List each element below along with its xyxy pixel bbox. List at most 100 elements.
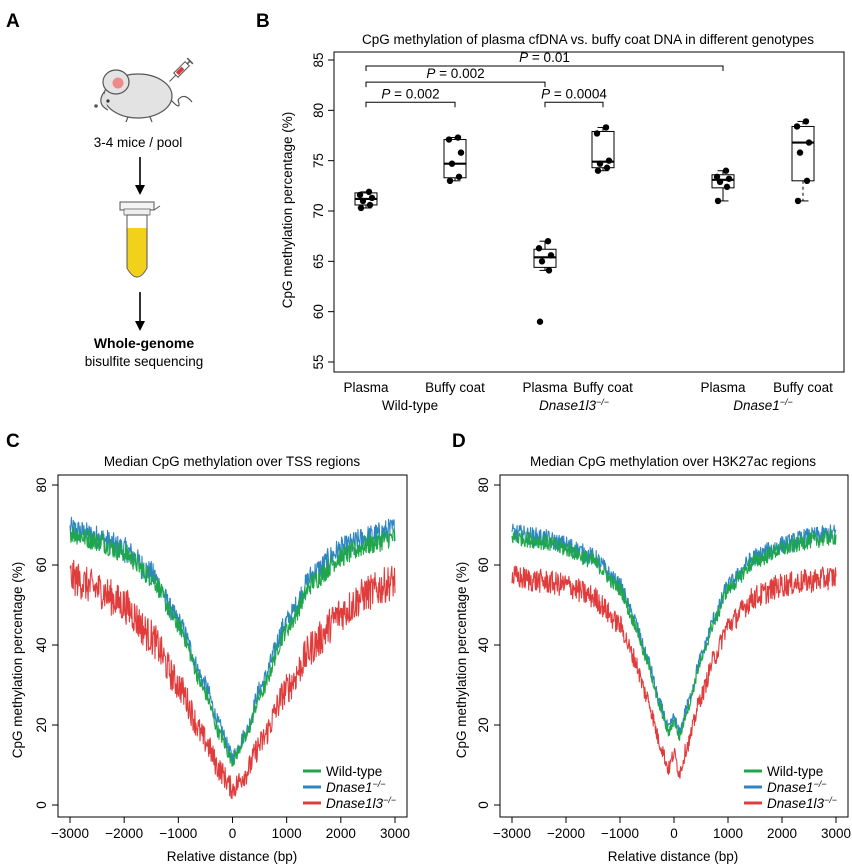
box-point: [716, 178, 724, 186]
chart-b-sample-label: Buffy coat: [773, 380, 833, 395]
chart-d-series-dnase1l3: [511, 565, 837, 779]
chart-b-ytick-label: 70: [311, 203, 326, 218]
chart-c-title: Median CpG methylation over TSS regions: [104, 454, 361, 469]
chart-b-sample-label: Buffy coat: [573, 380, 633, 395]
chart-d-xtick-label: 1000: [713, 826, 743, 841]
box-point: [368, 194, 376, 202]
chart-c-xtick-label: 3000: [380, 826, 410, 841]
box-point: [446, 177, 454, 184]
chart-c-xtick-label: 2000: [326, 826, 356, 841]
arrow-down-icon: [135, 157, 145, 195]
chart-c-xtick-label: −3000: [51, 826, 89, 841]
chart-d-series-line: [511, 523, 837, 736]
mice-per-pool-text: 3-4 mice / pool: [94, 135, 183, 150]
chart-d-xtick-label: 2000: [767, 826, 797, 841]
chart-b-ytick-label: 60: [311, 304, 326, 319]
box-point: [366, 201, 374, 209]
chart-b-sample-label: Buffy coat: [425, 380, 485, 395]
box-point: [793, 123, 801, 130]
box-point: [794, 197, 802, 205]
box-point: [725, 175, 733, 182]
chart-b-sample-label: Plasma: [343, 380, 389, 395]
comparison-pvalue: P = 0.0004: [541, 86, 607, 101]
box-point: [723, 183, 731, 191]
box-point: [365, 188, 373, 196]
chart-b-ylabel: CpG methylation percentage (%): [280, 112, 295, 309]
box-point: [535, 245, 543, 252]
chart-d-xtick-label: −1000: [601, 826, 639, 841]
box-point: [802, 118, 810, 125]
chart-d-title: Median CpG methylation over H3K27ac regi…: [530, 454, 816, 469]
chart-b-title: CpG methylation of plasma cfDNA vs. buff…: [362, 32, 814, 47]
chart-d-series-wild-type: [511, 529, 837, 742]
box-point: [536, 318, 544, 325]
chart-c-legend-label: Wild-type: [326, 764, 382, 779]
chart-c-xlabel: Relative distance (bp): [167, 849, 298, 864]
box-point: [714, 197, 722, 205]
panel-c: C Median CpG methylation over TSS region…: [6, 431, 410, 864]
chart-c-legend-label: Dnase1l3−/−: [326, 795, 396, 811]
chart-b-genotype-label: Dnase1−/−: [733, 397, 793, 413]
box-point: [359, 197, 367, 205]
comparison-pvalue: P = 0.002: [381, 86, 439, 101]
panel-b: B CpG methylation of plasma cfDNA vs. bu…: [256, 11, 845, 413]
box-point: [593, 130, 601, 137]
chart-c-series-wild-type: [69, 526, 396, 768]
chart-c-ytick-label: 20: [34, 717, 49, 732]
chart-b-sample-label: Plasma: [700, 380, 746, 395]
box-point: [455, 173, 463, 180]
box-1: [443, 134, 467, 184]
chart-b-ytick-label: 85: [311, 52, 326, 67]
box-point: [603, 164, 611, 171]
chart-b-genotype-label: Wild-type: [382, 398, 438, 413]
chart-d-ytick-label: 0: [476, 801, 491, 809]
box-point: [445, 136, 453, 143]
chart-c-series-line: [69, 526, 396, 768]
box-3: [591, 124, 615, 174]
box-5: [791, 118, 815, 205]
chart-d-series-line: [511, 565, 837, 779]
chart-c-xtick-label: −2000: [105, 826, 143, 841]
panel-d-label: D: [452, 431, 466, 452]
tube-icon: [119, 201, 161, 278]
chart-d-legend-label: Wild-type: [767, 764, 823, 779]
box-point: [357, 204, 365, 212]
box-point: [602, 124, 610, 131]
syringe-icon: [169, 57, 194, 82]
mouse-icon: [94, 69, 193, 123]
chart-d-ytick-label: 60: [476, 557, 491, 572]
chart-d-ylabel: CpG methylation percentage (%): [454, 562, 469, 759]
chart-c-ytick-label: 40: [34, 637, 49, 652]
comparison-line: [365, 81, 546, 88]
chart-d-ytick-label: 80: [476, 477, 491, 492]
comparison-line: [544, 101, 604, 108]
chart-c-ytick-label: 0: [34, 801, 49, 809]
chart-d-legend-label: Dnase1l3−/−: [767, 795, 837, 811]
panel-c-label: C: [6, 431, 20, 452]
chart-b-sample-label: Plasma: [522, 380, 568, 395]
chart-d-ytick-label: 20: [476, 717, 491, 732]
chart-b-genotype-label: Dnase1l3−/−: [539, 397, 609, 413]
chart-c-xtick-label: −1000: [159, 826, 197, 841]
chart-d-xlabel: Relative distance (bp): [608, 849, 739, 864]
panel-d: D Median CpG methylation over H3K27ac re…: [452, 431, 851, 864]
panel-a-label: A: [6, 11, 20, 32]
chart-d-series-line: [511, 529, 837, 742]
box-point: [803, 177, 811, 184]
chart-c-ylabel: CpG methylation percentage (%): [10, 562, 25, 759]
chart-d-xtick-label: −3000: [493, 826, 531, 841]
comparison-line: [365, 65, 724, 72]
chart-d-legend-label: Dnase1−/−: [767, 779, 827, 795]
box-2: [533, 238, 557, 325]
panel-b-label: B: [256, 11, 270, 32]
comparison-pvalue: P = 0.01: [519, 50, 570, 65]
box-point: [547, 252, 555, 259]
chart-c-ytick-label: 60: [34, 557, 49, 572]
chart-d-ytick-label: 40: [476, 637, 491, 652]
box-point: [356, 191, 364, 199]
chart-c-xtick-label: 0: [229, 826, 237, 841]
comparison-bracket: P = 0.0004: [541, 86, 607, 108]
chart-c-ytick-label: 80: [34, 477, 49, 492]
chart-b-ytick-label: 75: [311, 153, 326, 168]
